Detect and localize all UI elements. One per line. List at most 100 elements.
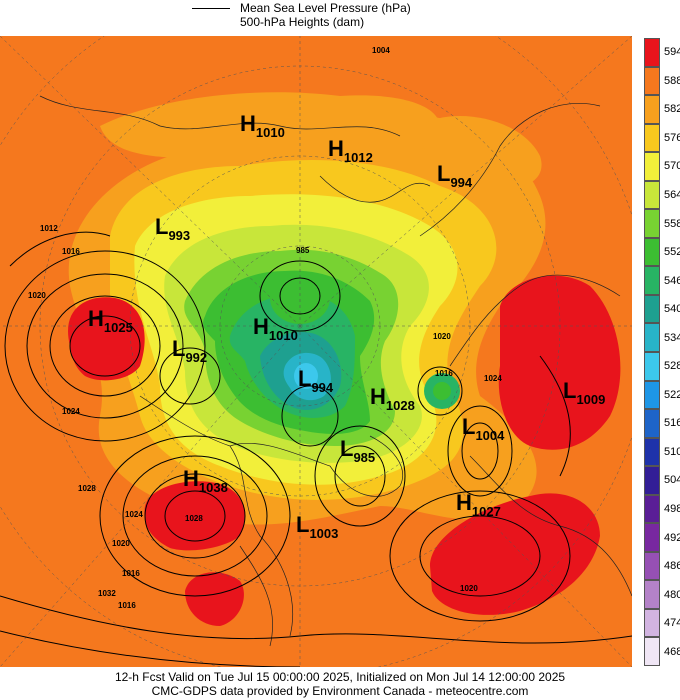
colorbar-swatch	[644, 494, 660, 524]
pressure-system-type: L	[296, 512, 309, 537]
isobar-value-label: 1016	[435, 369, 453, 378]
isobar-value-label: 1024	[484, 374, 502, 383]
pressure-system-type: L	[340, 436, 353, 461]
pressure-system-value: 993	[168, 228, 190, 243]
pressure-system-type: H	[240, 111, 256, 136]
colorbar-label: 564	[664, 189, 680, 201]
isobar-value-label: 1020	[460, 584, 478, 593]
pressure-system-label: L985	[340, 436, 375, 465]
pressure-system-type: H	[88, 306, 104, 331]
isobar-value-label: 1020	[433, 332, 451, 341]
isobar-value-label: 1012	[40, 224, 58, 233]
height-fill-594-southeast	[430, 493, 600, 615]
pressure-system-value: 1012	[344, 150, 373, 165]
pressure-system-value: 1027	[472, 504, 501, 519]
data-credit-line: CMC-GDPS data provided by Environment Ca…	[151, 684, 529, 698]
pressure-system-value: 992	[185, 350, 207, 365]
colorbar-label: 492	[664, 531, 680, 544]
height-fill-594-west	[68, 297, 145, 381]
height-fill-582-ne	[420, 116, 542, 190]
colorbar-label: 582	[664, 103, 680, 116]
pressure-system-value: 1038	[199, 480, 228, 495]
colorbar-label: 534	[664, 331, 680, 344]
colorbar-swatch	[644, 637, 660, 666]
colorbar-swatch	[644, 123, 660, 153]
colorbar-label: 570	[664, 160, 680, 173]
isobars	[0, 231, 632, 667]
colorbar-swatch	[644, 580, 660, 609]
colorbar-label: 480	[664, 588, 680, 601]
pressure-system-type: H	[370, 384, 386, 409]
forecast-valid-line: 12-h Fcst Valid on Tue Jul 15 00:00:00 2…	[114, 670, 566, 684]
isobar-value-label: 1016	[122, 569, 140, 578]
colorbar-label: 468	[664, 645, 680, 658]
colorbar-swatch	[644, 237, 660, 267]
colorbar-label: 576	[664, 131, 680, 144]
pressure-system-value: 1025	[104, 320, 133, 335]
colorbar-swatch	[644, 551, 660, 581]
pressure-system-label: H1010	[253, 314, 298, 343]
isobar-value-label: 1020	[112, 539, 130, 548]
height-fill-594-south	[185, 572, 244, 626]
isobar-value-label: 1004	[372, 46, 390, 55]
pressure-system-type: H	[328, 136, 344, 161]
colorbar-swatch	[644, 209, 660, 238]
pressure-system-value: 1003	[309, 526, 338, 541]
legend-mslp-label: Mean Sea Level Pressure (hPa)	[240, 1, 411, 15]
colorbar-label: 594	[664, 46, 680, 59]
height-colorbar: 594 588 582 576 570 564 558 552 546 540 534 528 522 5…	[644, 38, 680, 666]
isobar-value-label: 1024	[62, 407, 80, 416]
pressure-system-value: 994	[311, 380, 333, 395]
colorbar-swatch	[644, 180, 660, 210]
pressure-system-type: H	[456, 490, 472, 515]
pressure-system-value: 1009	[576, 392, 605, 407]
isobar-value-label: 1016	[118, 601, 136, 610]
height-fill-552-north	[270, 272, 330, 324]
pressure-system-type: H	[253, 314, 269, 339]
pressure-system-value: 1010	[256, 125, 285, 140]
colorbar-label: 498	[664, 503, 680, 515]
height-fill-582-north	[100, 92, 440, 158]
pressure-system-label: H1027	[456, 490, 501, 519]
pressure-system-label: L1003	[296, 512, 338, 541]
pressure-system-value: 985	[353, 450, 375, 465]
isobar-value-label: 1016	[62, 247, 80, 256]
colorbar-swatch	[644, 437, 660, 467]
pressure-system-label: L994	[437, 161, 473, 190]
colorbar-label: 540	[664, 303, 680, 316]
pressure-system-label: L1009	[563, 378, 605, 407]
isobar-value-label: 1024	[125, 510, 143, 519]
colorbar-label: 552	[664, 246, 680, 259]
contour-labels: 1004 1012 1016 1020 1024 1028 1032 985 1016 1020 1…	[28, 46, 502, 610]
pressure-system-type: L	[298, 366, 311, 391]
isobar-value-label: 1028	[78, 484, 96, 493]
colorbar-swatch	[644, 380, 660, 410]
colorbar-swatch	[644, 523, 660, 552]
colorbar-swatch	[644, 294, 660, 324]
pressure-system-type: H	[183, 466, 199, 491]
pressure-system-label: L1004	[462, 414, 505, 443]
colorbar-swatch	[644, 409, 660, 438]
isobar-value-label: 1020	[28, 291, 46, 300]
colorbar-label: 558	[664, 217, 680, 230]
colorbar-label: 528	[664, 360, 680, 373]
colorbar-swatch	[644, 66, 660, 96]
pressure-system-label: H1012	[328, 136, 373, 165]
colorbar-swatch	[644, 95, 660, 124]
pressure-system-value: 994	[450, 175, 472, 190]
colorbar-swatch	[644, 608, 660, 638]
isobar-value-label: 1028	[185, 514, 203, 523]
isobar-value-label: 985	[296, 246, 310, 255]
colorbar-label: 486	[664, 560, 680, 573]
height-fill-594-east	[498, 275, 621, 450]
colorbar-label: 522	[664, 388, 680, 401]
pressure-system-label: L992	[172, 336, 207, 365]
map-legend: Mean Sea Level Pressure (hPa) 500-hPa He…	[0, 0, 680, 36]
pressure-system-label: H1028	[370, 384, 415, 413]
colorbar-label: 504	[664, 474, 680, 487]
colorbar-label: 546	[664, 274, 680, 287]
colorbar-swatch	[644, 352, 660, 381]
pressure-system-type: L	[172, 336, 185, 361]
colorbar-label: 588	[664, 74, 680, 87]
